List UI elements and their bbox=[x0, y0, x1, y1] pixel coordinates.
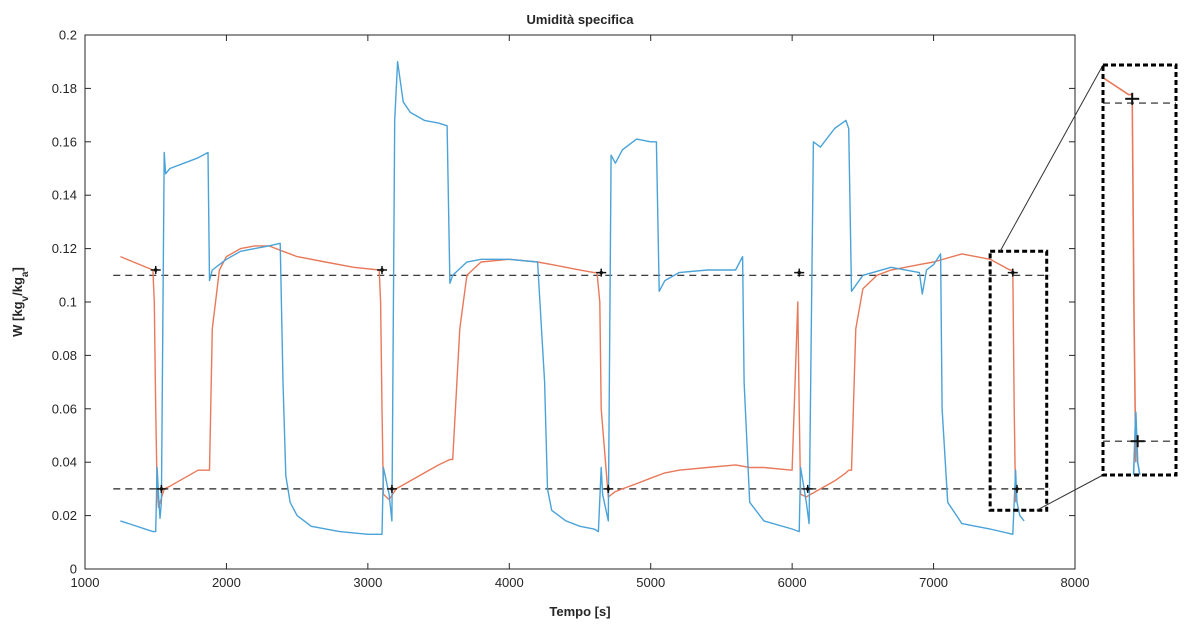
marker-point bbox=[802, 484, 813, 493]
series-line bbox=[120, 61, 1025, 535]
x-tick-label: 4000 bbox=[495, 575, 524, 590]
x-tick-label: 5000 bbox=[636, 575, 665, 590]
x-axis-title: Tempo [s] bbox=[549, 604, 610, 619]
marker-point bbox=[377, 265, 387, 274]
inset-frame bbox=[1101, 63, 1178, 477]
y-axis-title-sub-v: v bbox=[20, 295, 31, 301]
marker-point bbox=[1012, 484, 1023, 493]
y-axis-title-end: ] bbox=[10, 267, 25, 271]
marker-point bbox=[156, 484, 167, 493]
marker-point bbox=[386, 484, 397, 493]
zoom-box bbox=[988, 249, 1049, 512]
x-tick-label: 3000 bbox=[353, 575, 382, 590]
y-tick-label: 0.2 bbox=[59, 28, 77, 43]
y-tick-label: 0 bbox=[70, 562, 77, 577]
zoom-connector bbox=[1036, 474, 1104, 511]
marker-point bbox=[1007, 268, 1018, 277]
y-tick-label: 0.02 bbox=[52, 508, 77, 523]
x-tick-label: 1000 bbox=[71, 575, 100, 590]
y-tick-label: 0.04 bbox=[52, 455, 77, 470]
y-tick-label: 0.18 bbox=[52, 81, 77, 96]
chart-title: Umidità specifica bbox=[527, 12, 635, 27]
y-tick-label: 0.08 bbox=[52, 348, 77, 363]
marker-point bbox=[150, 265, 161, 274]
y-tick-label: 0.1 bbox=[59, 295, 77, 310]
zoom-connector bbox=[999, 64, 1104, 252]
x-tick-label: 6000 bbox=[778, 575, 807, 590]
y-tick-label: 0.14 bbox=[52, 188, 77, 203]
inset-plot bbox=[1103, 77, 1176, 475]
series-line bbox=[120, 245, 1017, 509]
y-tick-label: 0.12 bbox=[52, 241, 77, 256]
marker-point bbox=[794, 268, 805, 277]
x-tick-label: 8000 bbox=[1061, 575, 1090, 590]
y-tick-label: 0.06 bbox=[52, 401, 77, 416]
inset-marker-point bbox=[1125, 92, 1140, 105]
x-tick-label: 2000 bbox=[212, 575, 241, 590]
y-axis-title-main: W [kg bbox=[10, 301, 25, 336]
marker-point bbox=[596, 268, 607, 277]
y-axis-title-mid: /kg bbox=[10, 277, 25, 296]
y-tick-label: 0.16 bbox=[52, 134, 77, 149]
inset-background bbox=[1103, 65, 1176, 475]
x-tick-label: 7000 bbox=[919, 575, 948, 590]
marker-point bbox=[603, 484, 614, 493]
y-axis-title: W [kgv/kga] bbox=[10, 267, 31, 337]
plot-area bbox=[85, 35, 1075, 569]
inset-marker-point bbox=[1130, 435, 1145, 448]
y-axis-title-sub-a: a bbox=[20, 271, 31, 277]
